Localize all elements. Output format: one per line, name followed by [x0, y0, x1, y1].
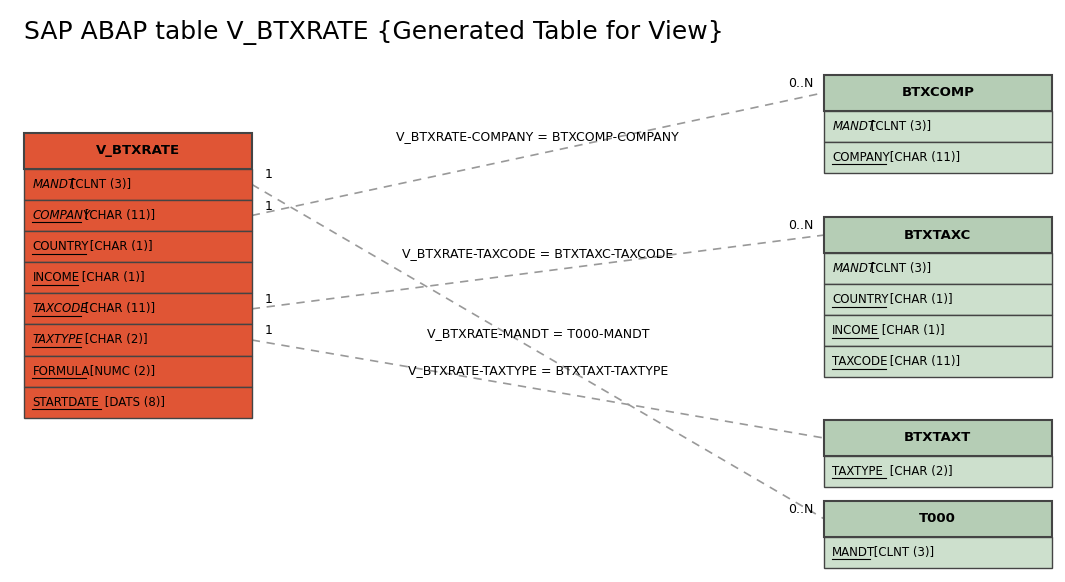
Text: [CHAR (1)]: [CHAR (1)] — [86, 240, 152, 253]
FancyBboxPatch shape — [824, 217, 1051, 253]
FancyBboxPatch shape — [824, 346, 1051, 378]
Text: COMPANY: COMPANY — [833, 151, 890, 164]
FancyBboxPatch shape — [824, 111, 1051, 141]
Text: TAXCODE: TAXCODE — [833, 356, 888, 368]
Text: [CHAR (11)]: [CHAR (11)] — [81, 209, 154, 222]
Text: [DATS (8)]: [DATS (8)] — [101, 396, 165, 409]
Text: V_BTXRATE: V_BTXRATE — [96, 144, 180, 157]
Text: MANDT: MANDT — [833, 120, 875, 133]
Text: TAXCODE: TAXCODE — [32, 303, 88, 315]
Text: 1: 1 — [264, 168, 273, 182]
Text: TAXTYPE: TAXTYPE — [833, 465, 883, 478]
FancyBboxPatch shape — [24, 356, 251, 386]
FancyBboxPatch shape — [824, 420, 1051, 456]
Text: 1: 1 — [264, 200, 273, 212]
Text: BTXCOMP: BTXCOMP — [901, 86, 974, 99]
Text: 0..N: 0..N — [788, 77, 814, 90]
Text: MANDT: MANDT — [833, 546, 875, 559]
Text: BTXTAXC: BTXTAXC — [904, 229, 971, 242]
Text: [CHAR (1)]: [CHAR (1)] — [78, 271, 145, 284]
FancyBboxPatch shape — [24, 386, 251, 418]
Text: 1: 1 — [264, 293, 273, 306]
Text: COUNTRY: COUNTRY — [833, 293, 889, 306]
FancyBboxPatch shape — [824, 141, 1051, 173]
Text: [NUMC (2)]: [NUMC (2)] — [86, 365, 155, 378]
Text: 0..N: 0..N — [788, 503, 814, 516]
FancyBboxPatch shape — [24, 293, 251, 324]
Text: [CLNT (3)]: [CLNT (3)] — [870, 546, 935, 559]
FancyBboxPatch shape — [824, 75, 1051, 111]
Text: T000: T000 — [919, 512, 956, 525]
Text: [CHAR (11)]: [CHAR (11)] — [886, 151, 960, 164]
Text: [CLNT (3)]: [CLNT (3)] — [867, 262, 931, 275]
FancyBboxPatch shape — [824, 501, 1051, 537]
Text: TAXTYPE: TAXTYPE — [32, 333, 83, 346]
Text: [CHAR (11)]: [CHAR (11)] — [886, 356, 960, 368]
Text: COMPANY: COMPANY — [32, 209, 91, 222]
Text: V_BTXRATE-COMPANY = BTXCOMP-COMPANY: V_BTXRATE-COMPANY = BTXCOMP-COMPANY — [396, 130, 679, 143]
Text: 0..N: 0..N — [788, 219, 814, 232]
Text: [CLNT (3)]: [CLNT (3)] — [67, 178, 131, 191]
Text: [CHAR (1)]: [CHAR (1)] — [886, 293, 952, 306]
Text: MANDT: MANDT — [833, 262, 875, 275]
Text: [CHAR (2)]: [CHAR (2)] — [81, 333, 147, 346]
FancyBboxPatch shape — [24, 324, 251, 356]
Text: [CHAR (1)]: [CHAR (1)] — [878, 324, 945, 338]
FancyBboxPatch shape — [24, 200, 251, 231]
FancyBboxPatch shape — [824, 537, 1051, 567]
Text: [CHAR (2)]: [CHAR (2)] — [886, 465, 952, 478]
Text: [CLNT (3)]: [CLNT (3)] — [867, 120, 931, 133]
Text: COUNTRY: COUNTRY — [32, 240, 89, 253]
Text: FORMULA: FORMULA — [32, 365, 89, 378]
FancyBboxPatch shape — [24, 231, 251, 262]
Text: V_BTXRATE-TAXTYPE = BTXTAXT-TAXTYPE: V_BTXRATE-TAXTYPE = BTXTAXT-TAXTYPE — [408, 364, 668, 378]
FancyBboxPatch shape — [824, 284, 1051, 315]
Text: SAP ABAP table V_BTXRATE {Generated Table for View}: SAP ABAP table V_BTXRATE {Generated Tabl… — [24, 20, 724, 45]
Text: MANDT: MANDT — [32, 178, 76, 191]
Text: STARTDATE: STARTDATE — [32, 396, 99, 409]
Text: BTXTAXT: BTXTAXT — [904, 431, 971, 445]
Text: INCOME: INCOME — [833, 324, 880, 338]
FancyBboxPatch shape — [824, 253, 1051, 284]
FancyBboxPatch shape — [824, 315, 1051, 346]
Text: [CHAR (11)]: [CHAR (11)] — [81, 303, 154, 315]
Text: 1: 1 — [264, 324, 273, 337]
Text: V_BTXRATE-TAXCODE = BTXTAXC-TAXCODE: V_BTXRATE-TAXCODE = BTXTAXC-TAXCODE — [403, 247, 673, 261]
Text: V_BTXRATE-MANDT = T000-MANDT: V_BTXRATE-MANDT = T000-MANDT — [427, 327, 649, 340]
FancyBboxPatch shape — [24, 133, 251, 169]
Text: INCOME: INCOME — [32, 271, 80, 284]
FancyBboxPatch shape — [824, 456, 1051, 487]
FancyBboxPatch shape — [24, 169, 251, 200]
FancyBboxPatch shape — [24, 262, 251, 293]
